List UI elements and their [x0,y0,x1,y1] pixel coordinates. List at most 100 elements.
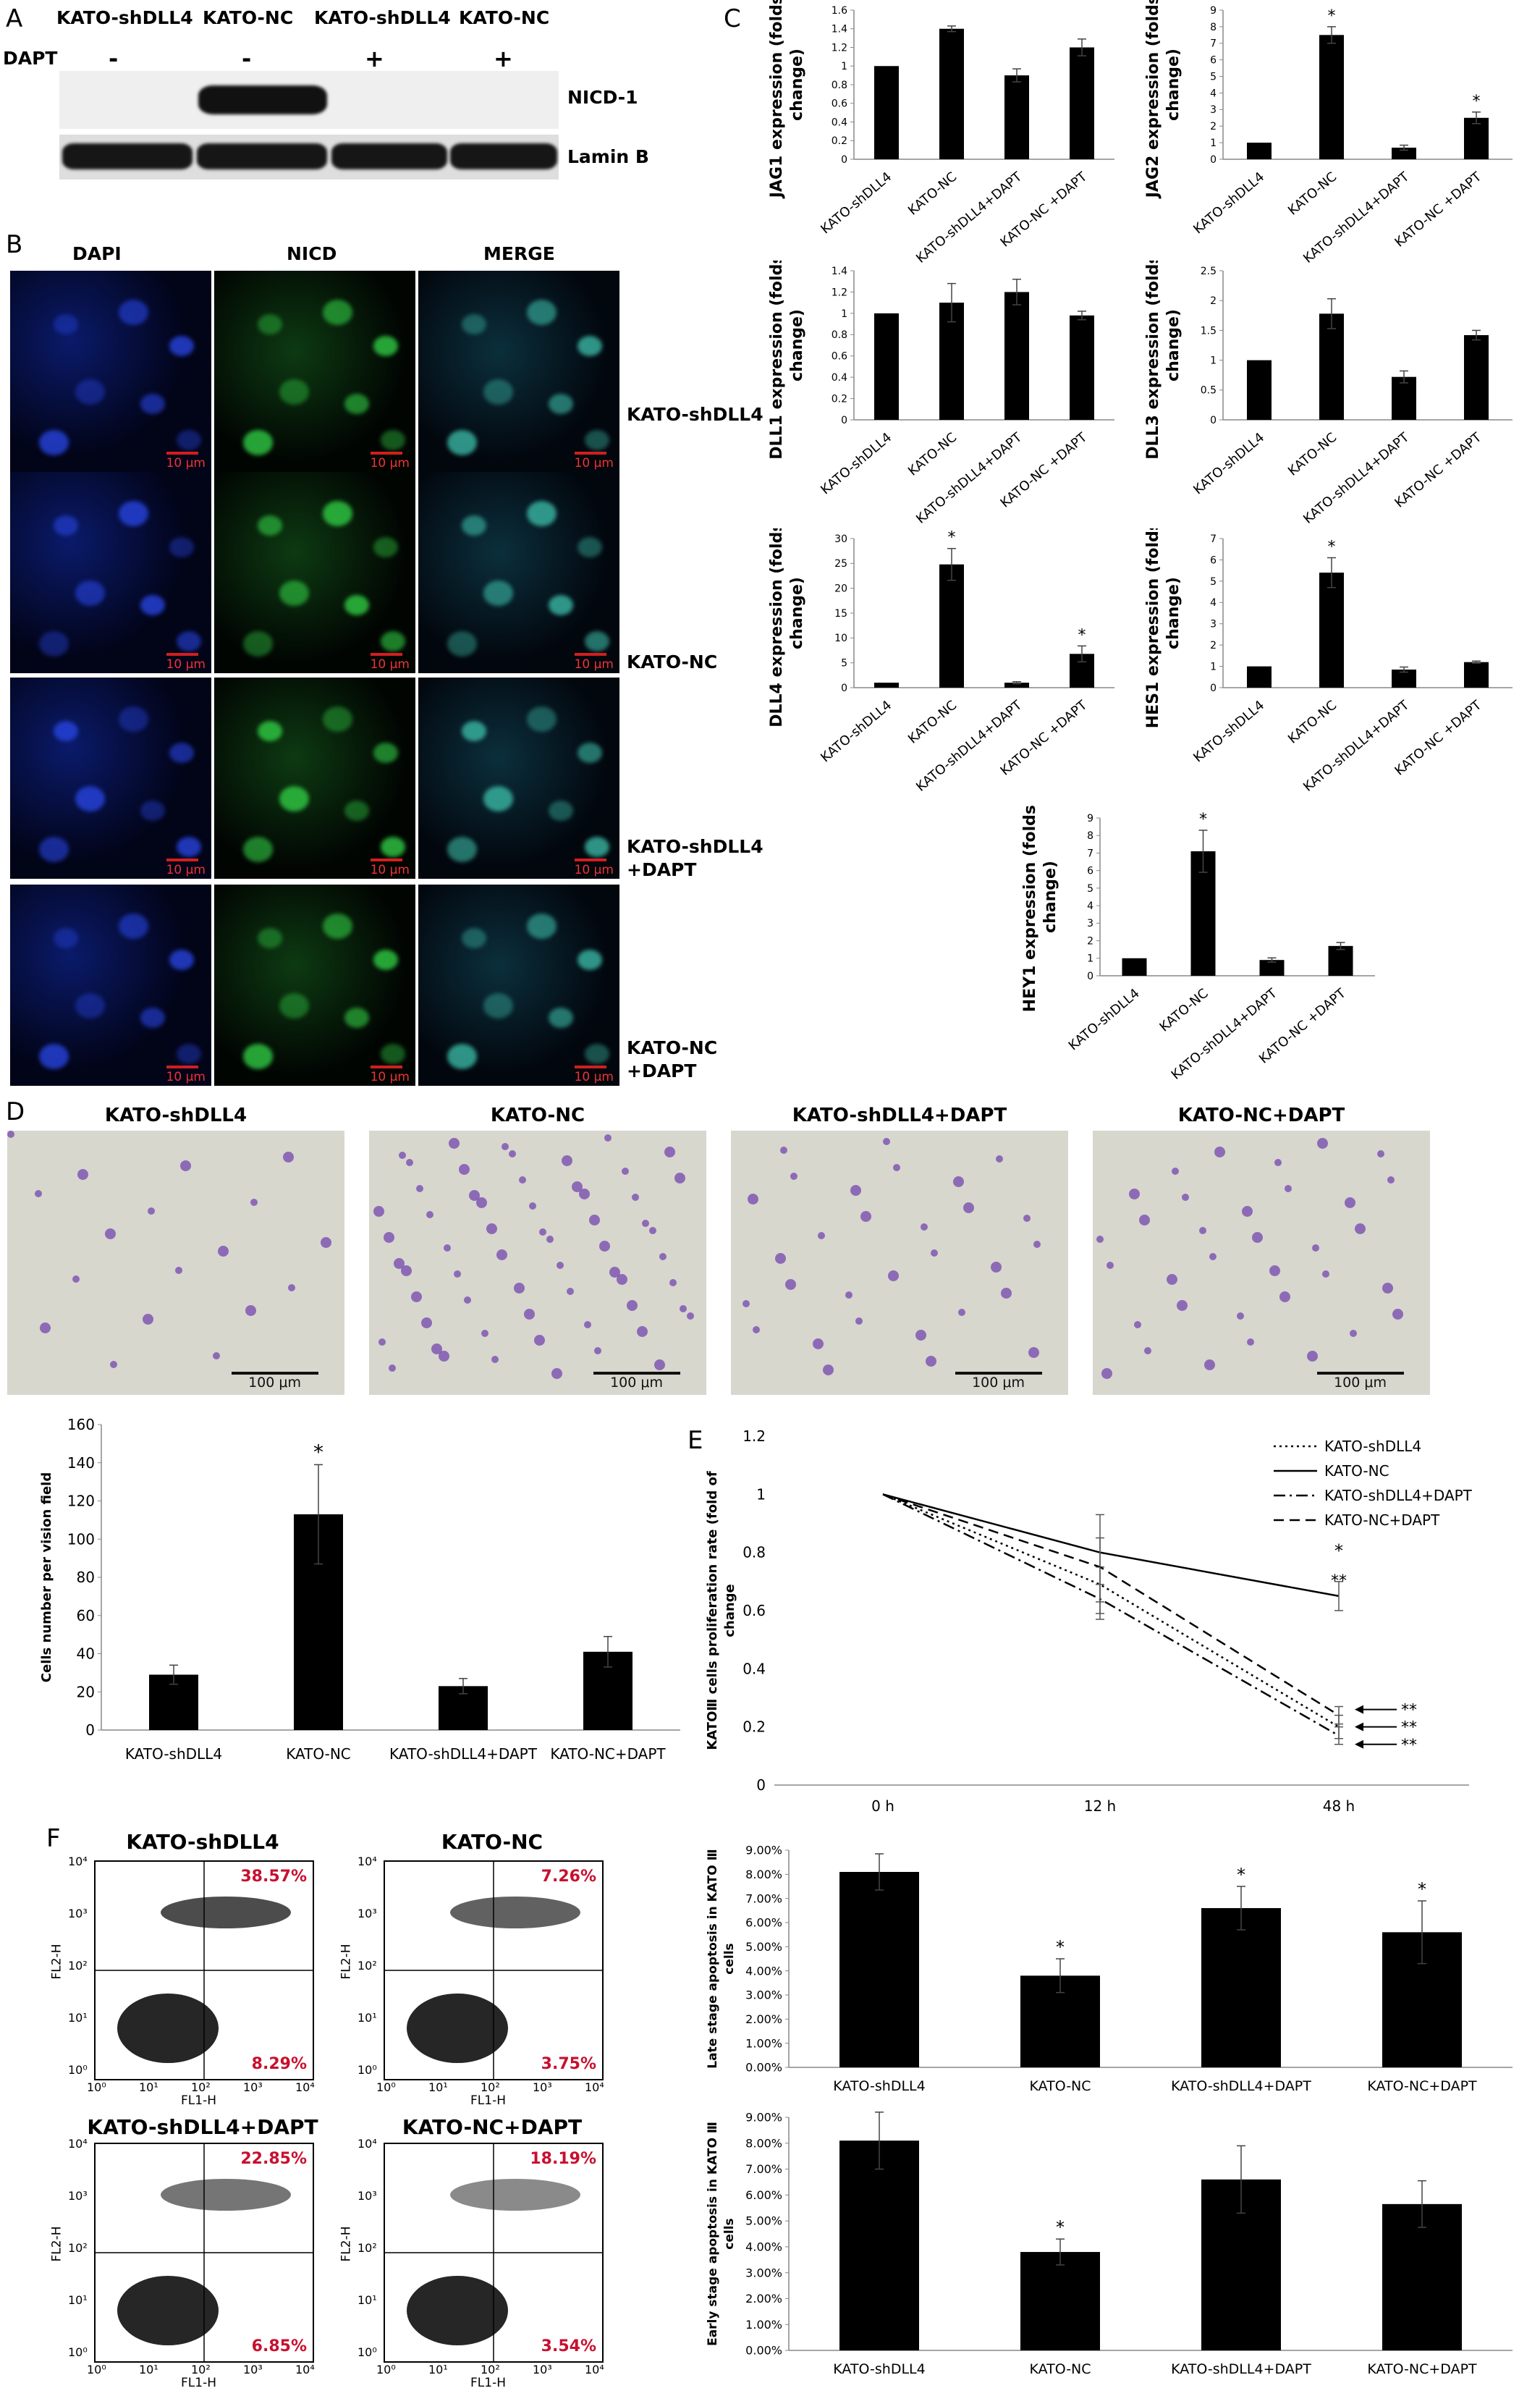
bar [874,683,899,688]
stained-cell [218,1246,229,1257]
cell-nucleus [279,581,309,606]
x-tick-label: 10⁰ [87,2080,106,2094]
cell-nucleus [279,786,309,811]
stained-cell [546,1236,554,1243]
y-tick-label: 5.00% [745,1940,782,1954]
cell-nucleus [344,801,369,821]
cell-nucleus [119,501,148,526]
bar [1464,117,1489,159]
y-tick-label: 0.8 [832,329,847,341]
stained-cell [1214,1147,1225,1157]
stained-cell [283,1152,294,1163]
x-axis-label: FL1-H [470,2093,506,2108]
y-axis-label: KATOⅢ cells proliferation rate (fold of [705,1471,720,1750]
x-tick-label: 10¹ [139,2363,158,2376]
cell-nucleus [243,631,273,657]
significance-star: * [1418,1879,1426,1899]
y-axis-label: HES1 expression (folds of [1144,528,1162,728]
stained-cell [860,1211,871,1222]
chart-dll1: 0 0.2 0.4 0.6 0.8 1 1.2 1.4 KATO-shDLL4 KATO-NCKA… [768,261,1114,527]
fluorescence-image: 10 μm [418,678,619,879]
x-tick-label: KATO-shDLL4+DAPT [913,429,1025,527]
y-axis-label: cells [722,2218,737,2249]
stained-cell [1172,1168,1179,1175]
blot-band [62,143,192,169]
stained-cell [1101,1368,1112,1379]
scale-bar [575,452,606,455]
stained-cell [213,1352,220,1359]
stained-cell [459,1164,470,1175]
legend-label: KATO-NC+DAPT [1324,1511,1440,1529]
cell-nucleus [169,743,194,763]
blot-nicd-strip [59,71,559,129]
scale-label: 10 μm [370,863,410,877]
bar [874,313,899,420]
stained-cell [1312,1244,1319,1252]
y-axis-label: FL2-H [339,2226,354,2262]
x-tick-label: 10² [191,2080,211,2094]
y-tick-label: 1.4 [832,266,847,277]
bar [1004,292,1029,420]
x-tick-label: KATO-shDLL4 [818,169,894,237]
stained-cell [632,1194,639,1201]
y-tick-label: 8 [1210,22,1217,33]
stained-cell [1033,1241,1041,1248]
scale-bar [575,653,606,656]
chart-hey1: 0123456789KATO-shDLL4*KATO-NCKATO-shDLL4… [1021,803,1375,1083]
legend-label: KATO-shDLL4+DAPT [1324,1487,1473,1504]
quadrant-percent: 22.85% [240,2150,307,2168]
column-header: MERGE [483,243,555,264]
stained-cell [845,1291,852,1299]
stained-cell [562,1155,572,1166]
stained-cell [1129,1189,1140,1199]
significance-star: * [1056,2217,1065,2237]
y-tick-label: 7 [1210,533,1217,545]
y-tick-label: 0.2 [742,1718,766,1736]
bar [1319,35,1344,160]
scale-label: 100 μm [972,1375,1025,1391]
cell-nucleus [381,631,405,651]
column-header: DAPI [72,243,122,264]
stained-cell [421,1317,432,1328]
stained-cell [519,1176,526,1184]
scale-label: 100 μm [248,1375,301,1391]
bar [1247,143,1272,159]
row-label: KATO-shDLL4 +DAPT [627,836,763,880]
cell-nucleus [177,631,201,651]
x-tick-label: 10³ [243,2363,263,2376]
cell-nucleus [447,430,477,455]
cell-nucleus [462,515,486,536]
x-tick-label: KATO-shDLL4 [1066,986,1143,1054]
y-tick-label: 10¹ [68,2011,88,2025]
x-tick-label: 10⁴ [295,2080,315,2094]
stained-cell [105,1228,116,1239]
band-label: Lamin B [567,146,649,167]
bar [1464,334,1489,420]
x-tick-label: KATO-shDLL4 [818,430,894,498]
cell-nucleus [578,743,602,763]
quadrant-percent: 3.75% [541,2055,596,2073]
cell-nucleus [527,706,557,732]
y-tick-label: 1 [1087,953,1093,965]
chart-proliferation: 0 0.2 0.4 0.6 0.8 1 1.2 0 h 12 h 48 h KATO-shDLL4 K… [705,1427,1473,1815]
y-tick-label: 0 [1210,154,1217,166]
stained-cell [1322,1270,1329,1278]
y-tick-label: 5 [1087,883,1093,895]
y-tick-label: 9 [1210,5,1217,17]
y-axis-label: FL2-H [339,1944,354,1980]
flow-cytometry-plot: 18.19% 3.54% [384,2143,604,2363]
significance-star: * [948,529,956,547]
stained-cell [893,1164,900,1171]
scale-label: 10 μm [166,456,206,471]
cell-nucleus [258,928,282,948]
bar [1247,360,1272,420]
arrow-head [1355,1722,1363,1731]
stained-cell [775,1253,786,1264]
x-tick-label: KATO-NC+DAPT [1367,2078,1477,2094]
scale-label: 100 μm [1334,1375,1387,1391]
stained-cell [401,1265,412,1276]
stained-cell [1377,1150,1384,1157]
x-tick-label: KATO-shDLL4+DAPT [913,697,1025,795]
cell-nucleus [54,721,78,741]
y-tick-label: 7.00% [745,2162,782,2176]
